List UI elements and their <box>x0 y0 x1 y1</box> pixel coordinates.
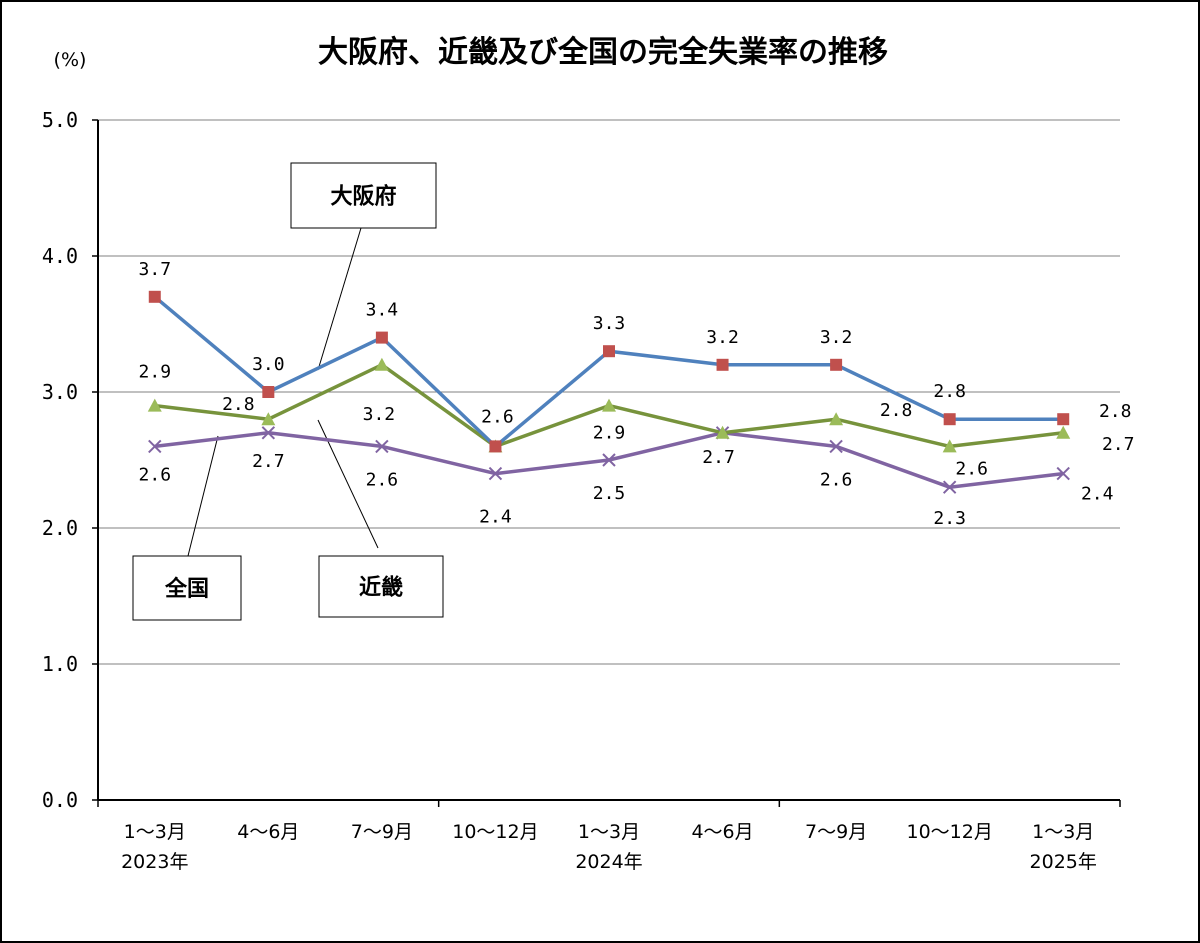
series-name-label: 全国 <box>164 576 209 602</box>
data-point-square <box>262 386 275 398</box>
x-tick-label: 4～6月 <box>691 821 753 843</box>
data-point-square <box>943 413 956 426</box>
series-name-label: 近畿 <box>359 575 403 601</box>
data-point-square <box>603 345 615 358</box>
y-tick-label: 5.0 <box>42 108 78 132</box>
data-label: 2.3 <box>933 508 966 529</box>
x-tick-label: 10～12月 <box>906 821 992 843</box>
data-point-triangle <box>602 398 616 412</box>
data-label: 2.8 <box>222 394 255 415</box>
data-point-triangle <box>261 412 276 426</box>
data-point-square <box>1057 413 1070 426</box>
y-tick-label: 2.0 <box>42 516 78 540</box>
series-markers <box>147 290 1071 494</box>
data-label: 2.8 <box>1099 401 1132 422</box>
data-labels: 3.7 3.0 3.4 2.6 3.3 3.2 3.2 2.8 2.8 2.9 2.8 3.2 2.9 2… <box>139 259 1135 529</box>
data-label: 2.6 <box>139 464 172 485</box>
data-point-square <box>716 358 729 371</box>
data-label: 3.7 <box>139 259 172 280</box>
y-unit-label: (%) <box>54 49 87 71</box>
data-point-triangle <box>374 357 389 371</box>
y-tick-label: 3.0 <box>42 380 78 404</box>
x-tick-label: 10～12月 <box>452 821 538 843</box>
data-label: 3.3 <box>593 313 626 334</box>
axes: 0.0 1.0 2.0 3.0 4.0 5.0 1～3月 2023年 4～6月 7～9月 10～12… <box>42 108 1121 873</box>
data-label: 2.6 <box>366 469 399 490</box>
y-tick-label: 4.0 <box>42 244 78 268</box>
series-name-label: 大阪府 <box>330 184 396 210</box>
callout-box <box>132 555 242 621</box>
data-label: 3.2 <box>706 327 739 348</box>
callout-leader-line <box>317 227 362 371</box>
data-label: 3.2 <box>363 404 396 425</box>
data-point-x <box>261 426 276 440</box>
grid-lines <box>98 119 1120 665</box>
data-label: 2.4 <box>1081 484 1114 505</box>
data-point-triangle <box>715 425 730 439</box>
callout-box <box>318 555 444 618</box>
callout-leader-line <box>187 435 219 557</box>
data-label: 3.0 <box>252 354 285 375</box>
data-point-triangle <box>147 398 162 412</box>
data-label: 2.8 <box>933 381 966 402</box>
data-label: 3.4 <box>366 300 399 321</box>
y-tick-label: 1.0 <box>42 652 78 676</box>
data-label: 3.2 <box>820 327 853 348</box>
data-label: 2.8 <box>880 400 913 421</box>
x-tick-label: 1～3月 <box>578 821 640 843</box>
x-tick-year-label: 2023年 <box>121 851 188 873</box>
data-point-x <box>1056 466 1070 481</box>
data-label: 2.9 <box>593 423 626 444</box>
data-label: 2.7 <box>252 451 285 472</box>
x-tick-year-label: 2024年 <box>575 851 642 873</box>
data-label: 2.6 <box>820 469 853 490</box>
data-label: 2.5 <box>593 483 626 504</box>
data-point-triangle <box>829 412 844 426</box>
y-tick-label: 0.0 <box>42 788 78 812</box>
x-tick-label: 1～3月 <box>1032 821 1094 843</box>
data-point-square <box>375 331 388 344</box>
data-label: 2.6 <box>955 458 988 479</box>
data-label: 2.7 <box>1102 434 1135 455</box>
data-label: 2.9 <box>139 362 172 383</box>
data-point-square <box>830 358 843 371</box>
x-tick-year-label: 2025年 <box>1030 851 1097 873</box>
callout-box <box>290 162 437 229</box>
chart-title: 大阪府、近畿及び全国の完全失業率の推移 <box>318 35 888 70</box>
x-tick-label: 7～9月 <box>805 821 867 843</box>
data-label: 2.6 <box>481 406 514 427</box>
data-point-square <box>148 290 161 303</box>
data-point-x <box>602 453 616 467</box>
data-point-x <box>488 466 503 481</box>
data-label: 2.7 <box>702 447 735 468</box>
x-tick-label: 7～9月 <box>351 821 413 843</box>
data-label: 2.4 <box>479 507 512 528</box>
data-point-triangle <box>1056 425 1071 439</box>
data-point-x <box>375 439 389 454</box>
data-point-triangle <box>942 439 957 453</box>
x-tick-label: 4～6月 <box>237 821 299 843</box>
data-point-square <box>489 440 502 453</box>
data-point-x <box>942 480 957 494</box>
data-point-x <box>148 439 162 454</box>
x-tick-label: 1～3月 <box>124 821 186 843</box>
data-point-x <box>829 439 843 454</box>
